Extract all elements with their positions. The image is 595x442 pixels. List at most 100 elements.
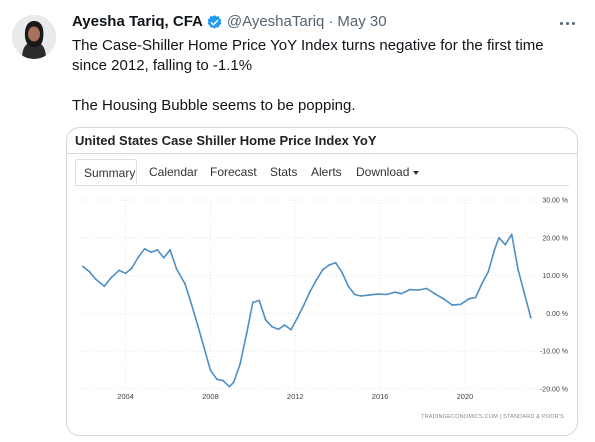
data-point bbox=[175, 267, 178, 270]
x-tick-label: 2016 bbox=[372, 392, 389, 401]
data-point bbox=[215, 378, 218, 381]
data-point bbox=[504, 243, 507, 246]
tab-label: Forecast bbox=[210, 165, 257, 179]
data-point bbox=[328, 264, 331, 266]
data-point bbox=[162, 256, 165, 259]
tweet-header: Ayesha Tariq, CFA @AyeshaTariq · May 30 bbox=[72, 12, 387, 32]
tab-alerts[interactable]: Alerts bbox=[303, 159, 350, 185]
y-tick-label: 30.00 % bbox=[542, 198, 568, 205]
data-point bbox=[290, 328, 292, 331]
tab-stats[interactable]: Stats bbox=[262, 159, 305, 185]
tab-label: Alerts bbox=[311, 165, 342, 179]
tab-calendar[interactable]: Calendar bbox=[141, 159, 206, 185]
data-point bbox=[222, 379, 225, 382]
data-point bbox=[481, 282, 483, 285]
data-point bbox=[232, 381, 235, 384]
data-point bbox=[334, 261, 337, 264]
data-point bbox=[150, 251, 152, 254]
y-axis-ticks: 30.00 % 20.00 % 10.00 % 0.00 % -10.00 % -20.0… bbox=[540, 198, 568, 394]
data-point bbox=[474, 296, 477, 299]
data-point bbox=[156, 249, 159, 251]
tweet-text: The Case-Shiller Home Price YoY Index tu… bbox=[72, 36, 582, 116]
series-points bbox=[82, 233, 532, 388]
data-point bbox=[315, 278, 318, 281]
embedded-chart-card[interactable]: United States Case Shiller Home Price In… bbox=[66, 127, 578, 436]
avatar[interactable] bbox=[12, 15, 56, 59]
x-tick-label: 2012 bbox=[287, 392, 304, 401]
data-point bbox=[190, 302, 193, 305]
chart-tabs: Summary Calendar Forecast Stats Alerts D… bbox=[75, 159, 569, 186]
data-point bbox=[296, 317, 299, 319]
data-point bbox=[417, 289, 420, 291]
x-axis-ticks: 2004 2008 2012 2016 2020 bbox=[117, 392, 473, 401]
author-handle[interactable]: @AyeshaTariq bbox=[226, 13, 325, 30]
data-point bbox=[347, 285, 350, 288]
data-point bbox=[309, 290, 311, 293]
data-point bbox=[283, 324, 286, 326]
data-point bbox=[184, 283, 186, 285]
data-point bbox=[523, 292, 526, 295]
data-point bbox=[377, 293, 379, 295]
data-point bbox=[82, 265, 84, 268]
source-credit: TRADINGECONOMICS.COM | STANDARD & POOR'S bbox=[421, 414, 564, 420]
data-point bbox=[109, 277, 112, 280]
data-point bbox=[271, 325, 273, 328]
data-point bbox=[510, 233, 513, 236]
data-point bbox=[103, 285, 106, 288]
data-point bbox=[468, 297, 471, 300]
y-tick-label: 0.00 % bbox=[546, 311, 568, 318]
data-point bbox=[442, 298, 445, 300]
data-point bbox=[434, 293, 437, 295]
data-point bbox=[95, 278, 97, 281]
data-point bbox=[487, 270, 490, 273]
verified-badge-icon bbox=[206, 14, 223, 31]
tab-label: Calendar bbox=[149, 165, 198, 179]
y-tick-label: 20.00 % bbox=[542, 235, 568, 242]
tab-label: Stats bbox=[270, 165, 298, 179]
y-tick-label: -10.00 % bbox=[540, 349, 568, 356]
data-point bbox=[459, 303, 462, 306]
data-point bbox=[258, 299, 261, 302]
data-point bbox=[341, 271, 343, 274]
data-point bbox=[425, 287, 428, 290]
data-point bbox=[137, 256, 140, 258]
card-divider bbox=[67, 153, 577, 154]
y-tick-label: 10.00 % bbox=[542, 273, 568, 280]
data-point bbox=[118, 269, 121, 272]
tab-summary[interactable]: Summary bbox=[75, 159, 137, 185]
data-point bbox=[353, 293, 356, 296]
data-point bbox=[203, 346, 205, 349]
data-point bbox=[385, 293, 388, 296]
data-point bbox=[529, 316, 532, 319]
data-point bbox=[228, 385, 231, 388]
line-chart: 30.00 % 20.00 % 10.00 % 0.00 % -10.00 % -20.0… bbox=[81, 198, 568, 420]
data-point bbox=[264, 318, 267, 321]
data-point bbox=[169, 249, 171, 251]
tab-label: Download bbox=[356, 165, 410, 179]
tab-forecast[interactable]: Forecast bbox=[202, 159, 265, 185]
more-options-icon[interactable] bbox=[557, 16, 577, 32]
tweet-date[interactable]: May 30 bbox=[337, 13, 387, 30]
tweet-paragraph: The Case-Shiller Home Price YoY Index tu… bbox=[72, 37, 544, 74]
data-point bbox=[124, 272, 127, 275]
data-point bbox=[196, 324, 199, 326]
chevron-down-icon bbox=[413, 170, 420, 175]
data-point bbox=[360, 295, 362, 297]
data-point bbox=[245, 333, 248, 336]
x-tick-label: 2020 bbox=[457, 392, 474, 401]
data-point bbox=[517, 268, 519, 271]
data-point bbox=[88, 270, 91, 273]
author-name[interactable]: Ayesha Tariq, CFA bbox=[72, 13, 203, 30]
chart-grid bbox=[81, 199, 535, 390]
x-tick-label: 2004 bbox=[117, 392, 134, 401]
data-point bbox=[498, 236, 500, 239]
tab-label: Summary bbox=[84, 166, 136, 180]
data-point bbox=[251, 301, 254, 304]
data-point bbox=[408, 288, 411, 291]
data-point bbox=[277, 328, 280, 331]
tab-download[interactable]: Download bbox=[348, 159, 427, 185]
data-point bbox=[451, 304, 454, 306]
data-point bbox=[322, 268, 324, 271]
x-tick-label: 2008 bbox=[202, 392, 219, 401]
data-point bbox=[131, 267, 133, 269]
